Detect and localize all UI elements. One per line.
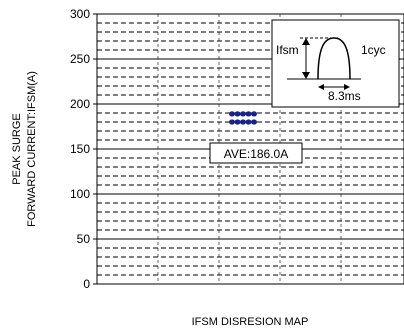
- average-annotation-box: [209, 142, 303, 164]
- inset-ifsm-label: Ifsm: [276, 43, 299, 57]
- y-tick-label: 300: [70, 7, 90, 21]
- data-point: [229, 119, 235, 125]
- inset-time-arrow-left: [318, 84, 324, 90]
- data-point: [245, 119, 252, 125]
- inset-time-arrow-right: [344, 84, 350, 90]
- average-annotation-label: AVE:186.0A: [224, 147, 289, 161]
- inset-time-label: 8.3ms: [328, 89, 361, 103]
- data-point: [229, 111, 235, 117]
- y-tick-label: 250: [70, 52, 90, 66]
- data-point: [251, 111, 257, 117]
- y-tick-label: 100: [70, 187, 90, 201]
- y-tick-label: 0: [83, 277, 90, 291]
- data-point: [240, 119, 246, 125]
- data-point: [245, 111, 252, 117]
- waveform-inset: Ifsm 1cyc 8.3ms: [271, 19, 400, 108]
- x-axis-title: IFSM DISRESION MAP: [192, 316, 309, 328]
- y-axis-title-line-2: FORWARD CURRENT:IFSM(A): [26, 71, 38, 227]
- y-axis-title-line-1: PEAK SURGE: [11, 113, 23, 185]
- data-point: [240, 111, 246, 117]
- inset-box: [271, 19, 400, 108]
- y-tick-label: 50: [77, 232, 91, 246]
- inset-half-sine: [317, 37, 351, 80]
- data-point: [234, 111, 241, 117]
- inset-ifsm-arrow-bottom: [302, 72, 310, 79]
- data-points: [229, 111, 257, 125]
- y-tick-label: 150: [70, 142, 90, 156]
- inset-ifsm-arrow-top: [302, 38, 310, 45]
- data-point: [234, 119, 241, 125]
- y-tick-labels: 0 50 100 150 200 250 300: [70, 7, 97, 291]
- y-tick-label: 200: [70, 97, 90, 111]
- inset-cycle-label: 1cyc: [361, 43, 386, 57]
- average-annotation: AVE:186.0A: [209, 142, 303, 164]
- data-point: [251, 119, 257, 125]
